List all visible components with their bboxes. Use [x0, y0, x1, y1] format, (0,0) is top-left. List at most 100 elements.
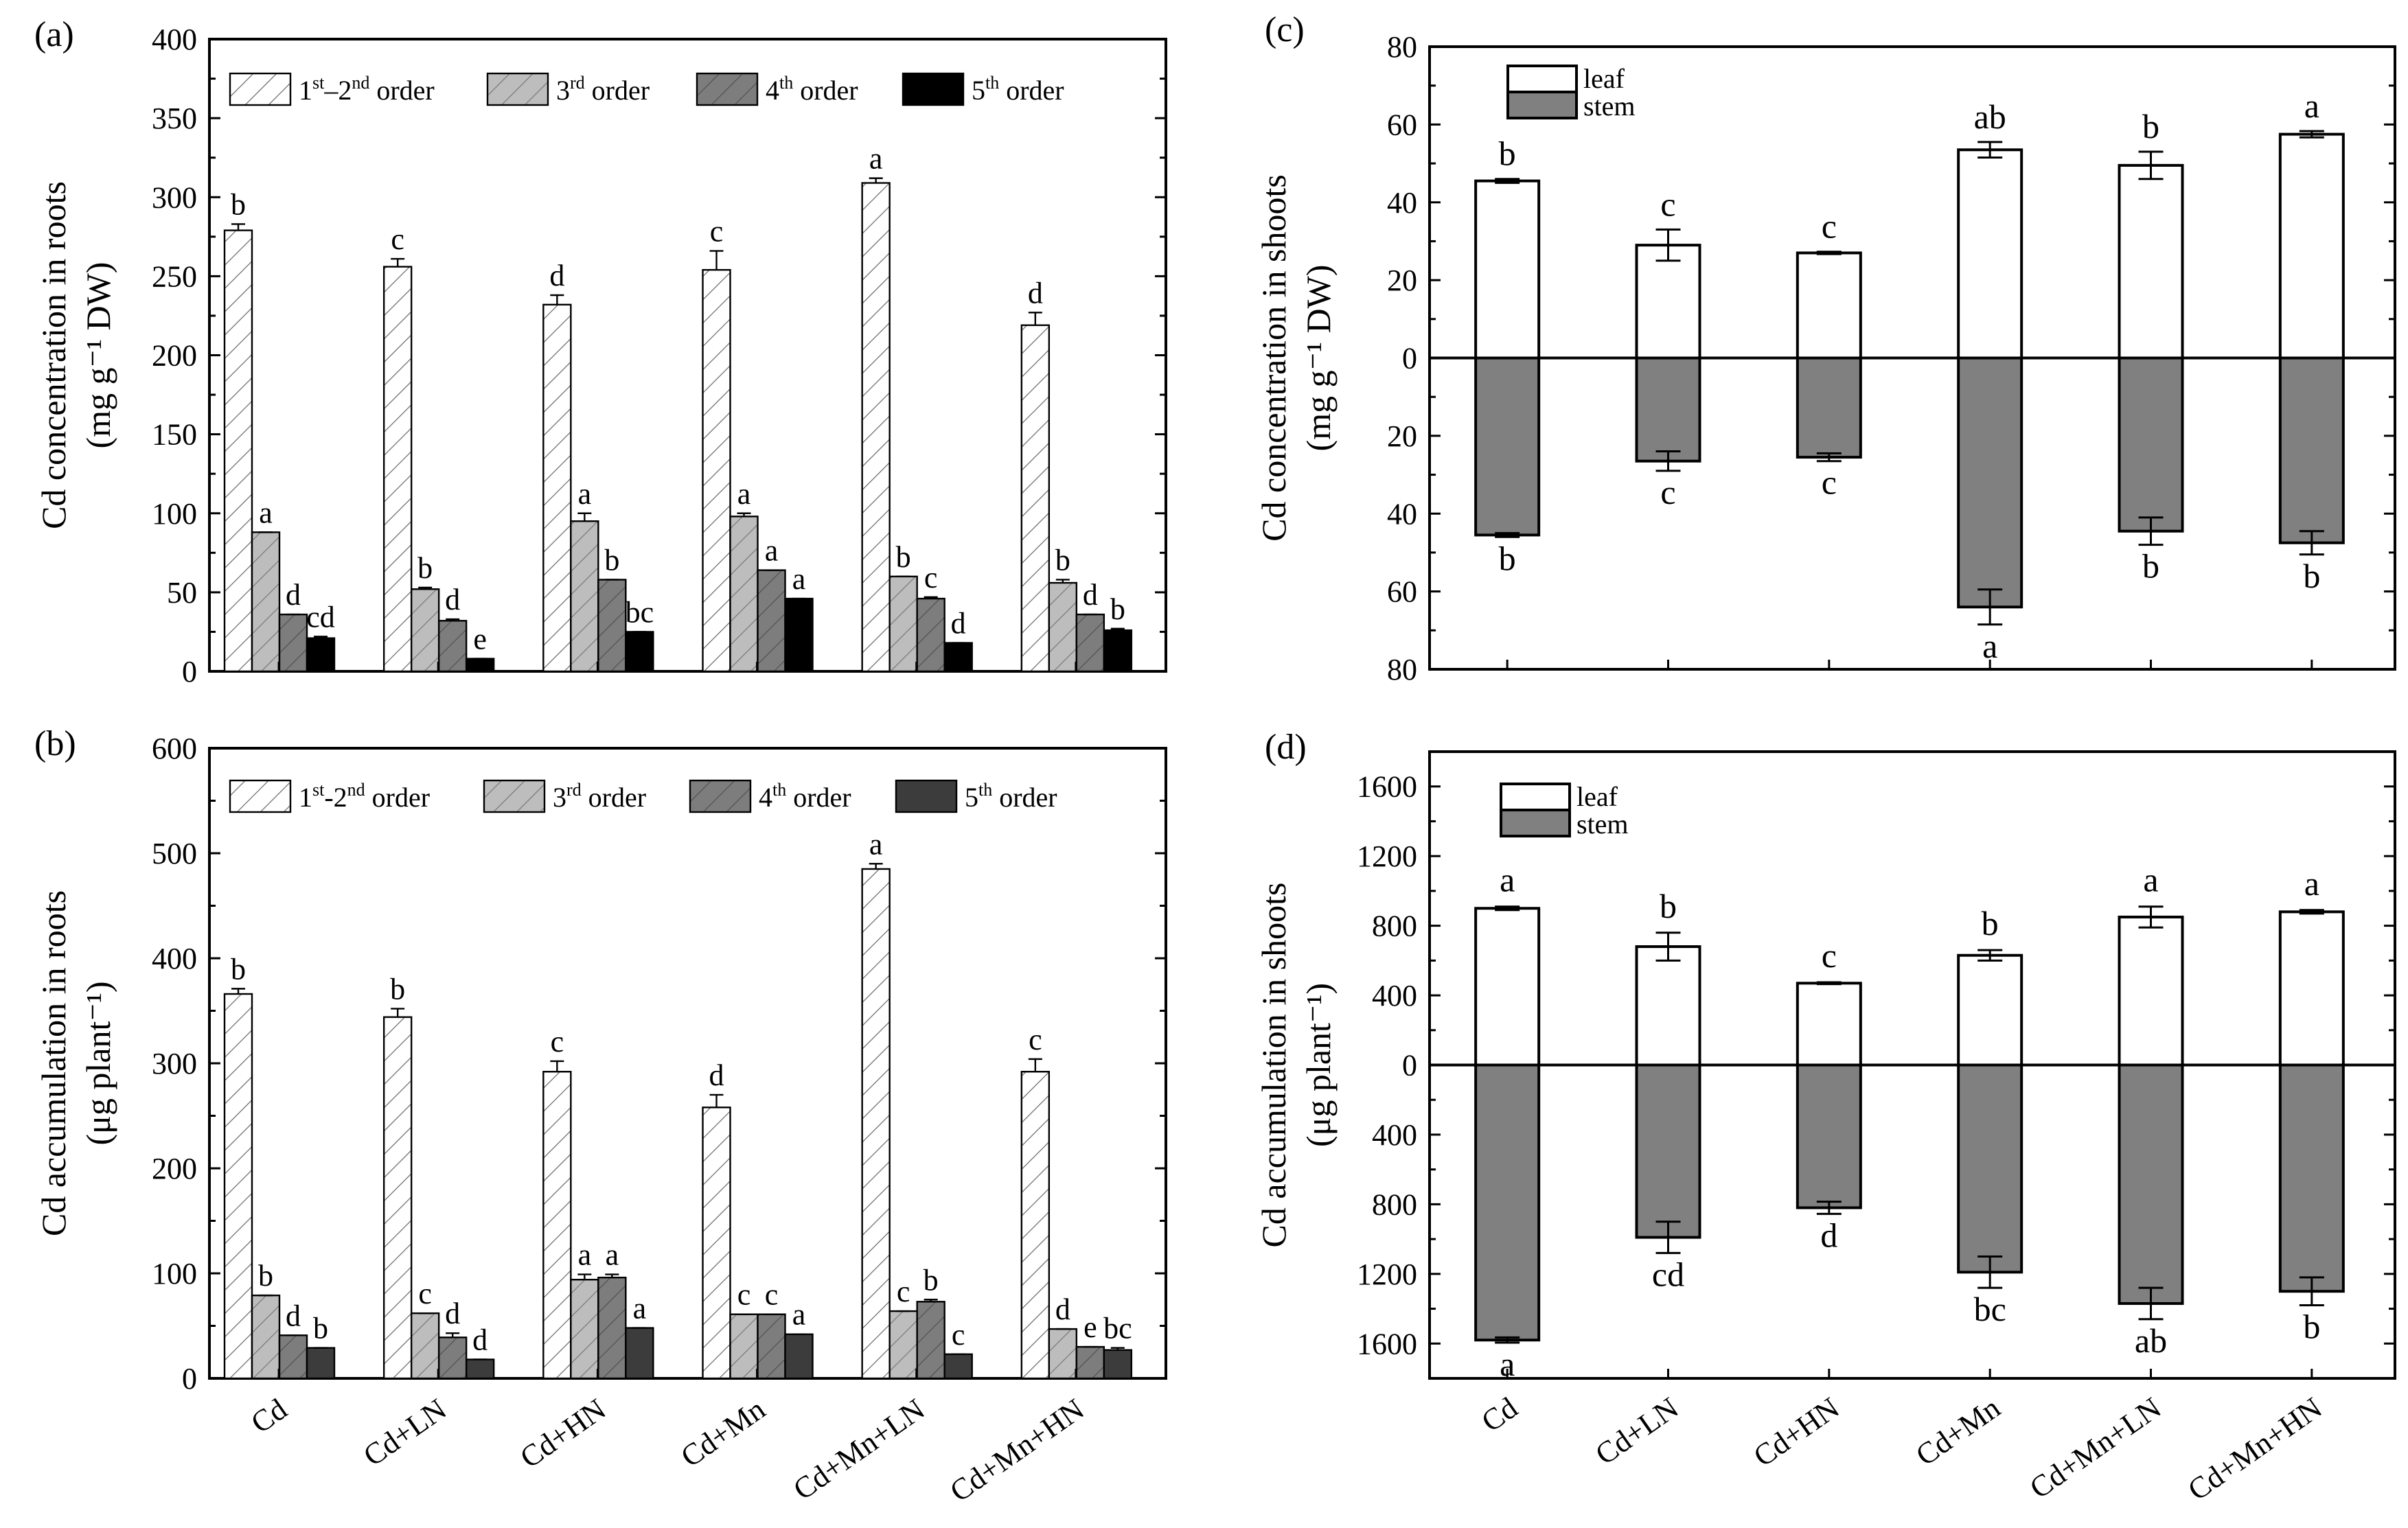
- y-tick-label: 50: [167, 576, 197, 610]
- legend-swatch-3: [902, 72, 965, 106]
- significance-letter: b: [1110, 592, 1125, 626]
- bar-a-s1-4: [888, 575, 918, 673]
- x-tick-label: Cd+LN: [357, 1392, 452, 1472]
- bar-b-s2-3: [757, 1313, 786, 1380]
- stem-bar-c-2: [1796, 356, 1862, 459]
- panel-label: (b): [34, 724, 76, 763]
- significance-letter: c: [1660, 473, 1675, 511]
- significance-letter: d: [472, 1323, 488, 1356]
- leaf-bar-d-0: [1474, 907, 1541, 1067]
- y-tick-label: 1200: [1357, 1258, 1417, 1291]
- legend-swatch-stem: [1506, 91, 1578, 119]
- bar-b-s3-2: [625, 1327, 654, 1380]
- x-tick-label: Cd+Mn: [1910, 1391, 2006, 1472]
- significance-letter: d: [1820, 1216, 1837, 1254]
- significance-letter: b: [390, 972, 405, 1006]
- bar-a-s3-2: [625, 631, 654, 673]
- y-tick-label: 40: [1387, 497, 1417, 531]
- y-axis-unit-label: (μg plant⁻¹): [79, 982, 117, 1146]
- significance-letter: b: [2142, 107, 2159, 146]
- significance-letter: b: [604, 543, 619, 577]
- y-tick-label: 300: [152, 1047, 197, 1080]
- bar-b-s0-0: [223, 993, 253, 1380]
- legend-swatch-leaf: [1506, 65, 1578, 93]
- significance-letter: d: [549, 259, 564, 292]
- leaf-bar-c-2: [1796, 251, 1862, 360]
- legend-swatch-leaf: [1500, 783, 1571, 811]
- significance-letter: b: [1982, 904, 1999, 942]
- x-tick-label: Cd+Mn: [675, 1392, 772, 1474]
- significance-letter: bc: [1974, 1290, 2006, 1328]
- legend-label-stem: stem: [1583, 91, 1636, 121]
- bar-b-s0-2: [542, 1071, 572, 1380]
- significance-letter: e: [1083, 1310, 1097, 1344]
- leaf-bar-d-3: [1957, 953, 2023, 1067]
- y-tick-label: 1200: [1357, 840, 1417, 873]
- significance-letter: d: [445, 1297, 460, 1330]
- legend-label-1: 3rd order: [556, 73, 650, 106]
- legend-label-0: 1st-2nd order: [299, 780, 430, 813]
- x-tick-label: Cd: [1476, 1391, 1524, 1439]
- significance-letter: c: [391, 222, 404, 256]
- panel-label: (a): [34, 15, 74, 54]
- bar-a-s2-0: [278, 613, 308, 673]
- significance-letter: a: [792, 1298, 806, 1332]
- y-tick-label: 400: [152, 23, 197, 56]
- legend-swatch-1: [483, 779, 546, 813]
- bar-b-s2-5: [1075, 1345, 1105, 1380]
- stem-bar-c-4: [2118, 356, 2184, 533]
- y-axis-label: Cd concentration in shoots: [1254, 174, 1293, 542]
- significance-letter: c: [418, 1277, 432, 1310]
- bar-a-s2-3: [757, 569, 786, 673]
- legend-swatch-0: [229, 779, 292, 813]
- bar-a-s3-4: [943, 642, 973, 673]
- stem-bar-c-1: [1635, 356, 1701, 463]
- bar-a-s0-2: [542, 303, 572, 673]
- significance-letter: b: [231, 952, 246, 986]
- significance-letter: c: [924, 561, 938, 594]
- y-tick-label: 20: [1387, 419, 1417, 453]
- significance-letter: a: [578, 477, 592, 511]
- significance-letter: c: [897, 1275, 910, 1308]
- significance-letter: cd: [306, 600, 335, 634]
- y-tick-label: 0: [1402, 1049, 1417, 1083]
- legend-label-leaf: leaf: [1583, 63, 1625, 94]
- significance-letter: d: [709, 1058, 724, 1092]
- stem-bar-c-0: [1474, 356, 1541, 537]
- x-tick-label: Cd+Mn+HN: [944, 1392, 1090, 1509]
- y-tick-label: 600: [152, 732, 197, 765]
- significance-letter: b: [924, 1263, 939, 1297]
- bar-b-s2-0: [278, 1334, 308, 1380]
- legend-swatch-0: [229, 72, 292, 106]
- legend-label-2: 4th order: [766, 73, 858, 106]
- y-tick-label: 0: [182, 1362, 197, 1396]
- bar-b-s0-1: [382, 1016, 413, 1380]
- y-axis-unit-label: (mg g⁻¹ DW): [79, 262, 117, 449]
- bar-b-s3-0: [306, 1347, 336, 1380]
- legend-swatch-1: [486, 72, 549, 106]
- significance-letter: a: [2304, 864, 2319, 903]
- significance-letter: a: [737, 477, 751, 511]
- bar-b-s2-4: [916, 1301, 945, 1380]
- legend-label-stem: stem: [1576, 809, 1629, 840]
- panel-label: (c): [1265, 10, 1305, 49]
- significance-letter: c: [710, 215, 724, 248]
- leaf-bar-d-2: [1796, 982, 1862, 1067]
- y-tick-label: 200: [152, 339, 197, 373]
- bar-a-s3-3: [784, 597, 814, 673]
- y-tick-label: 400: [152, 942, 197, 975]
- significance-letter: b: [258, 1259, 273, 1293]
- significance-letter: bc: [626, 595, 654, 629]
- bar-a-s0-4: [861, 182, 891, 673]
- significance-letter: c: [1822, 207, 1837, 246]
- significance-letter: ab: [1974, 97, 2006, 136]
- legend-swatch-3: [895, 779, 958, 813]
- leaf-bar-c-1: [1635, 244, 1701, 360]
- y-axis-label: Cd accumulation in shoots: [1254, 883, 1293, 1248]
- significance-letter: b: [231, 187, 246, 221]
- bar-a-s1-3: [729, 516, 759, 673]
- x-tick-label: Cd+HN: [514, 1392, 612, 1474]
- legend-label-leaf: leaf: [1576, 781, 1618, 812]
- significance-letter: a: [1982, 627, 1997, 665]
